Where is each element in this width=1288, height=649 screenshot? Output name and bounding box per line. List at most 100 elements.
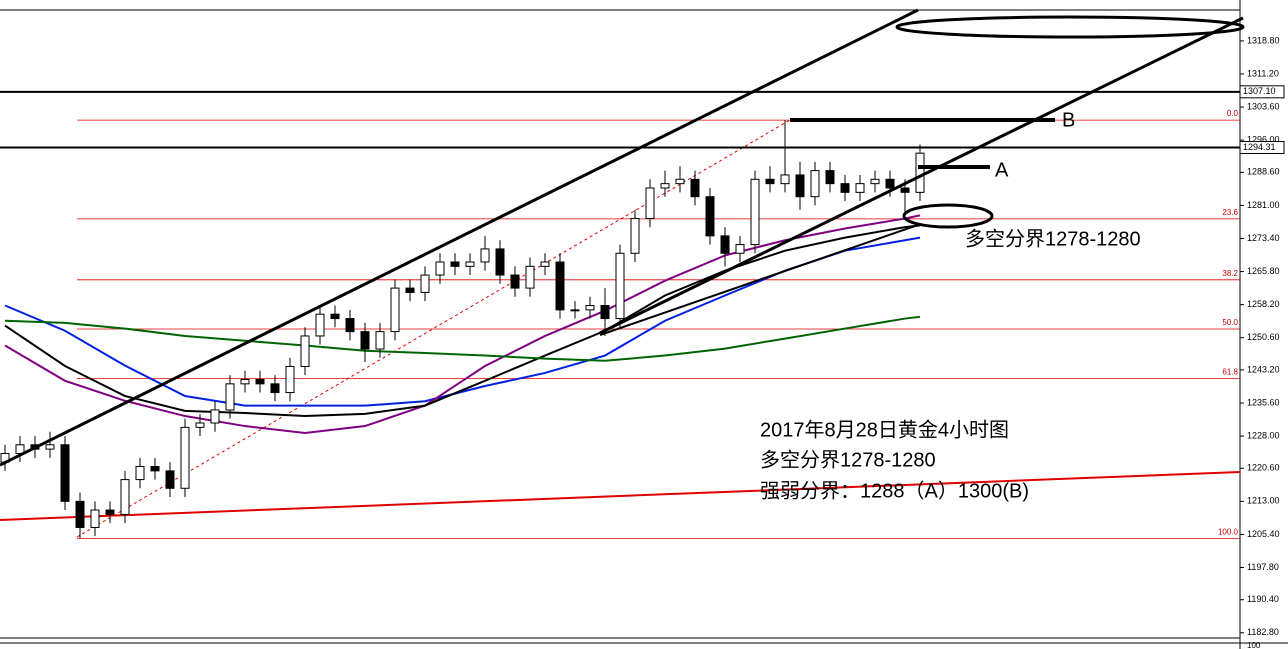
y-tick-label: 1197.80 bbox=[1247, 562, 1279, 572]
candle-body bbox=[585, 305, 595, 311]
fib-label: 23.6 bbox=[1222, 208, 1238, 217]
candle-body bbox=[270, 383, 280, 394]
zone-label: 多空分界1278-1280 bbox=[965, 227, 1141, 250]
candle-body bbox=[540, 261, 550, 267]
candle-body bbox=[45, 444, 55, 450]
moving-average bbox=[4, 315, 921, 362]
candle-body bbox=[900, 187, 910, 193]
y-tick-label: 1243.20 bbox=[1247, 364, 1280, 374]
candle-body bbox=[225, 383, 235, 411]
candle-body bbox=[345, 318, 355, 333]
y-tick-label: 1220.60 bbox=[1247, 463, 1280, 473]
candle-body bbox=[510, 274, 520, 289]
candle-body bbox=[705, 196, 715, 237]
candle-body bbox=[375, 331, 385, 350]
fib-label: 50.0 bbox=[1222, 318, 1238, 327]
y-tick-label: 1258.20 bbox=[1247, 299, 1280, 309]
candle-body bbox=[105, 509, 115, 515]
candle-body bbox=[435, 261, 445, 276]
price-label: 1294.31 bbox=[1243, 142, 1276, 152]
support-line bbox=[599, 225, 916, 336]
fib-label: 38.2 bbox=[1222, 269, 1238, 278]
y-tick-label: 1205.40 bbox=[1247, 529, 1280, 539]
candle-body bbox=[165, 470, 175, 489]
candle-body bbox=[405, 287, 415, 293]
candle-body bbox=[315, 313, 325, 337]
channel-line bbox=[599, 16, 1244, 335]
candle-body bbox=[285, 365, 295, 394]
candle-body bbox=[420, 274, 430, 293]
candle-body bbox=[525, 265, 535, 289]
candle-body bbox=[255, 378, 265, 385]
candle-body bbox=[870, 178, 880, 185]
candle-body bbox=[885, 178, 895, 189]
y-tick-label: 1182.80 bbox=[1247, 627, 1279, 637]
candle-body bbox=[90, 509, 100, 528]
drawings bbox=[0, 8, 1245, 467]
candle-body bbox=[825, 170, 835, 185]
candle-body bbox=[480, 248, 490, 263]
y-tick-label: 1190.40 bbox=[1247, 594, 1279, 604]
chart-title: 2017年8月28日黄金4小时图 bbox=[760, 418, 1009, 441]
y-tick-label: 1311.20 bbox=[1247, 68, 1279, 78]
candle-body bbox=[240, 378, 250, 385]
annotation: 多空分界1278-1280 bbox=[760, 448, 936, 471]
moving-average bbox=[4, 214, 921, 435]
candle-body bbox=[720, 235, 730, 254]
candle-body bbox=[330, 313, 340, 320]
y-tick-label: 1288.60 bbox=[1247, 167, 1280, 177]
fib-label: 0.0 bbox=[1227, 109, 1239, 118]
y-tick-label: 1273.40 bbox=[1247, 233, 1280, 243]
candle-body bbox=[690, 178, 700, 198]
candle-body bbox=[465, 261, 475, 267]
y-tick-label: 1265.80 bbox=[1247, 266, 1280, 276]
candle-body bbox=[180, 426, 190, 489]
y-tick-label: 1318.80 bbox=[1247, 35, 1280, 45]
level-label: B bbox=[1062, 109, 1075, 131]
price-box bbox=[1239, 85, 1285, 99]
trend-line bbox=[0, 471, 1241, 521]
candle-body bbox=[915, 152, 925, 193]
price-box bbox=[1239, 140, 1285, 154]
candle-body bbox=[450, 261, 460, 267]
candle-body bbox=[390, 287, 400, 333]
candle-body bbox=[150, 466, 160, 472]
candle-body bbox=[300, 335, 310, 367]
y-tick-label: 1250.60 bbox=[1247, 332, 1280, 342]
candle-body bbox=[645, 187, 655, 219]
ellipse bbox=[895, 15, 1245, 39]
candle-body bbox=[135, 466, 145, 481]
moving-average bbox=[4, 224, 921, 418]
fib-label: 100.0 bbox=[1218, 527, 1239, 536]
candle-body bbox=[765, 178, 775, 185]
candle-body bbox=[75, 500, 85, 528]
candle-body bbox=[60, 444, 70, 502]
channel-line bbox=[0, 8, 919, 467]
candle-body bbox=[780, 174, 790, 185]
price-label: 1307.10 bbox=[1243, 86, 1276, 96]
candle-body bbox=[660, 183, 670, 189]
candle-body bbox=[795, 174, 805, 198]
candle-body bbox=[615, 252, 625, 320]
y-tick-label: 1303.60 bbox=[1247, 101, 1280, 111]
candle-body bbox=[630, 217, 640, 254]
candle-body bbox=[195, 422, 205, 428]
sub-panel-label: 100 bbox=[1247, 641, 1261, 649]
y-tick-label: 1281.00 bbox=[1247, 200, 1280, 210]
candle-body bbox=[600, 305, 610, 320]
candle-body bbox=[855, 183, 865, 193]
ellipse bbox=[902, 203, 994, 229]
candle-body bbox=[840, 183, 850, 193]
candle-body bbox=[495, 248, 505, 276]
level-label: A bbox=[995, 159, 1009, 181]
y-tick-label: 1213.00 bbox=[1247, 496, 1280, 506]
candle-body bbox=[735, 244, 745, 254]
candle-body bbox=[210, 409, 220, 424]
y-tick-label: 1228.00 bbox=[1247, 430, 1280, 440]
fib-label: 61.8 bbox=[1222, 368, 1238, 377]
drawings bbox=[0, 90, 1241, 539]
candle-body bbox=[810, 170, 820, 198]
candle-body bbox=[750, 178, 760, 246]
candle-body bbox=[120, 479, 130, 515]
